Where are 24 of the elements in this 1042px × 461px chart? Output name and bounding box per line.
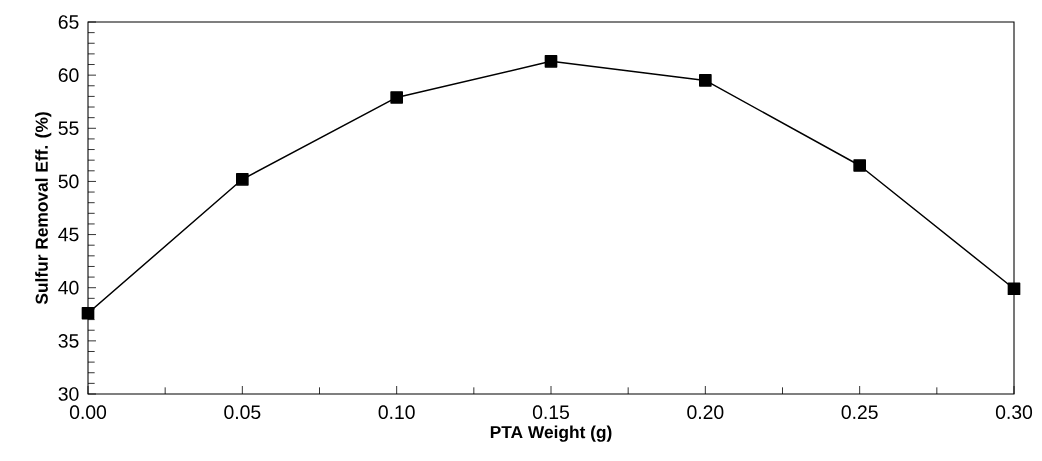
y-tick-label: 65: [58, 15, 79, 29]
x-tick-label: 0.30: [995, 405, 1033, 420]
x-tick-label: 0.10: [378, 405, 415, 420]
point: [390, 91, 404, 104]
y-tick-label: 60: [58, 68, 79, 82]
x-tick-label: 0.05: [224, 405, 261, 420]
y-tick-label: 35: [58, 334, 79, 348]
x-tick-label: 0.20: [687, 405, 724, 420]
y-tick-label: 55: [58, 121, 79, 136]
y-tick-label: 50: [58, 174, 79, 189]
x-tick-label: 0.25: [841, 405, 878, 420]
x-tick-label: 0.00: [69, 405, 107, 420]
point: [853, 159, 867, 172]
y-tick-label: 45: [58, 227, 79, 242]
x-tick-label: 0.15: [532, 405, 570, 420]
y-axis-title: Sulfur Removal Eff. (%): [35, 112, 52, 305]
y-tick-label: 30: [58, 387, 79, 401]
x-axis-title: PTA Weight (g): [490, 425, 612, 442]
point: [699, 74, 712, 87]
point: [1007, 282, 1021, 296]
point: [236, 172, 249, 186]
point: [81, 306, 95, 320]
y-tick-label: 40: [58, 280, 79, 295]
point: [544, 54, 558, 68]
